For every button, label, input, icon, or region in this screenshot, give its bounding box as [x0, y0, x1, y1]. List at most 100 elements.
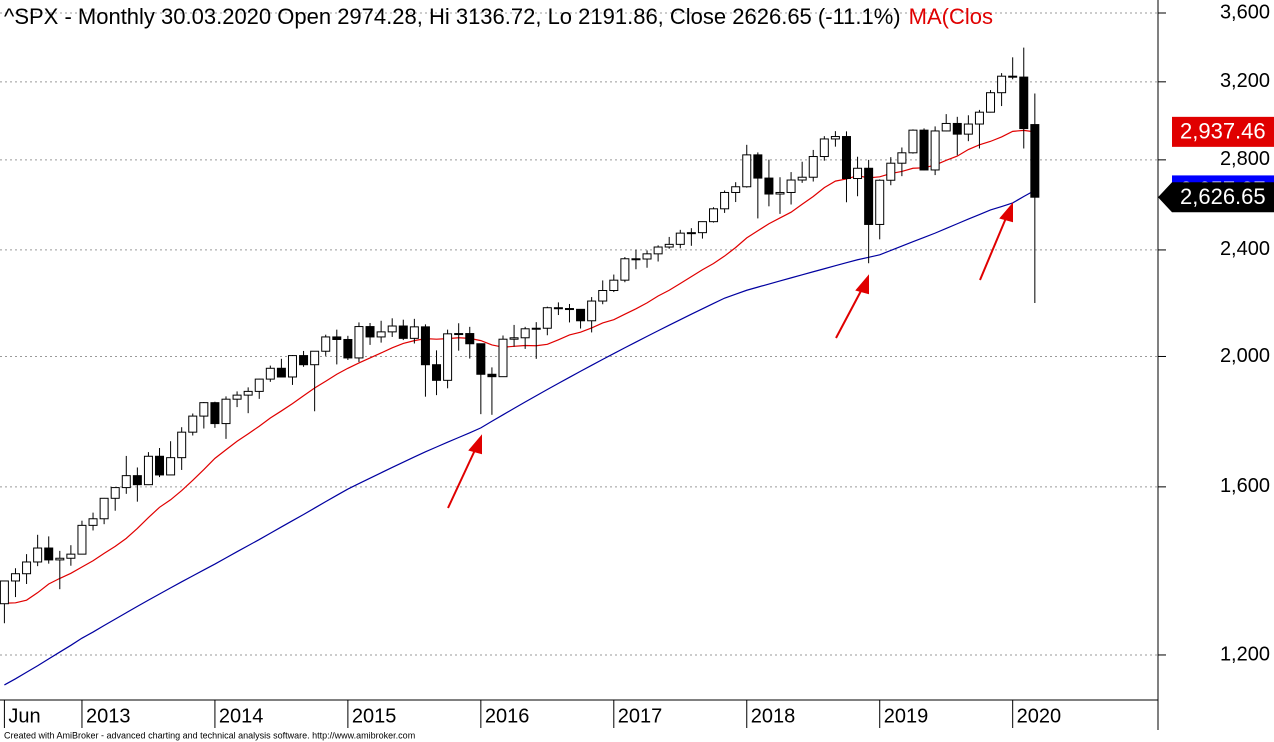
candle-body — [509, 337, 519, 340]
candle-body — [10, 573, 20, 582]
candle-body — [775, 191, 785, 195]
price-tag-box — [1172, 116, 1274, 147]
candle-body — [930, 130, 940, 171]
price-tag-label: 2,937.46 — [1180, 119, 1266, 144]
candle-body — [143, 455, 153, 486]
candle-body — [88, 518, 98, 526]
candle-body — [0, 580, 9, 605]
candle-body — [210, 402, 220, 425]
arrow-head — [468, 434, 482, 455]
candle-body — [908, 129, 918, 154]
candle-body — [764, 177, 774, 195]
candle-body — [864, 167, 874, 225]
candle-body — [653, 246, 663, 255]
candle-body — [808, 156, 818, 178]
candle-body — [598, 290, 608, 302]
price-tag: 2,626.65 — [1158, 182, 1274, 213]
ma-label: MA(Clos — [909, 4, 993, 29]
candle-body — [875, 179, 885, 225]
candle-body — [465, 333, 475, 345]
candle-body — [919, 129, 929, 171]
arrow-head — [999, 202, 1013, 223]
candle-body — [321, 336, 331, 352]
y-tick-label: 2,800 — [1220, 148, 1270, 170]
y-tick-label: 2,000 — [1220, 345, 1270, 367]
candle-body — [1008, 75, 1018, 78]
candle-body — [420, 326, 430, 366]
x-tick-label: 2014 — [219, 705, 263, 727]
candle-body — [188, 415, 198, 433]
candle-body — [542, 307, 552, 329]
candle-body — [199, 402, 209, 417]
candle-body — [1019, 76, 1029, 130]
plot-area: ^SPX - Monthly 30.03.2020 Open 2974.28, … — [0, 4, 1040, 686]
candle-body — [1030, 124, 1040, 198]
candle-body — [398, 325, 408, 339]
candle-body — [487, 373, 497, 378]
candle-body — [22, 561, 32, 575]
candle-body — [66, 553, 76, 559]
candle-body — [720, 191, 730, 210]
candle-body — [77, 524, 87, 555]
candle-body — [742, 154, 752, 188]
candle-body — [520, 328, 530, 339]
candle-body — [132, 475, 142, 486]
candle-body — [564, 308, 574, 311]
y-tick-label: 3,200 — [1220, 70, 1270, 92]
candle-body — [697, 221, 707, 234]
candle-body — [155, 455, 165, 476]
candle-body — [986, 92, 996, 113]
y-tick-label: 1,600 — [1220, 475, 1270, 497]
candle-body — [166, 457, 176, 476]
candle-body — [797, 176, 807, 181]
arrow-head — [855, 274, 869, 295]
candle-body — [830, 136, 840, 140]
candle-body — [897, 152, 907, 164]
candle-body — [498, 338, 508, 378]
candle-body — [664, 243, 674, 248]
candle-body — [354, 326, 364, 359]
candle-body — [841, 136, 851, 180]
candle-body — [631, 258, 641, 261]
x-tick-label: 2017 — [618, 705, 663, 727]
x-tick-label: 2019 — [884, 705, 929, 727]
candle-body — [376, 331, 386, 338]
title-text: ^SPX - Monthly 30.03.2020 Open 2974.28, … — [4, 4, 901, 29]
candle-body — [553, 307, 563, 310]
candle-body — [454, 333, 464, 336]
annotation-arrows — [447, 202, 1013, 509]
candle-body — [952, 122, 962, 135]
candle-body — [731, 186, 741, 193]
candle-body — [709, 208, 719, 223]
candle-body — [997, 75, 1007, 94]
candle-body — [531, 327, 541, 330]
candle-body — [886, 162, 896, 181]
arrow — [979, 217, 1007, 281]
candle-body — [299, 355, 309, 366]
candle-body — [941, 122, 951, 132]
x-tick-label: 2020 — [1017, 705, 1061, 727]
candle-body — [254, 378, 264, 392]
x-tick-label: 2018 — [751, 705, 796, 727]
candle-body — [55, 557, 65, 561]
candle-body — [177, 431, 187, 459]
y-tick-label: 3,600 — [1220, 1, 1270, 23]
y-tick-label: 2,400 — [1220, 238, 1270, 260]
candle-body — [432, 364, 442, 381]
candle-body — [365, 326, 375, 338]
candle-body — [387, 325, 397, 333]
candle-body — [44, 547, 54, 561]
arrow — [835, 288, 863, 339]
ma-line — [4, 129, 1035, 604]
candle-body — [265, 367, 275, 380]
candle-body — [409, 326, 419, 339]
price-tag-box — [1158, 182, 1274, 213]
arrow — [447, 449, 476, 509]
y-tick-label: 1,200 — [1220, 643, 1270, 665]
candle-body — [121, 475, 131, 489]
price-tag: 2,937.46 — [1172, 116, 1274, 147]
x-tick-label: 2015 — [352, 705, 397, 727]
candle-body — [620, 258, 630, 281]
